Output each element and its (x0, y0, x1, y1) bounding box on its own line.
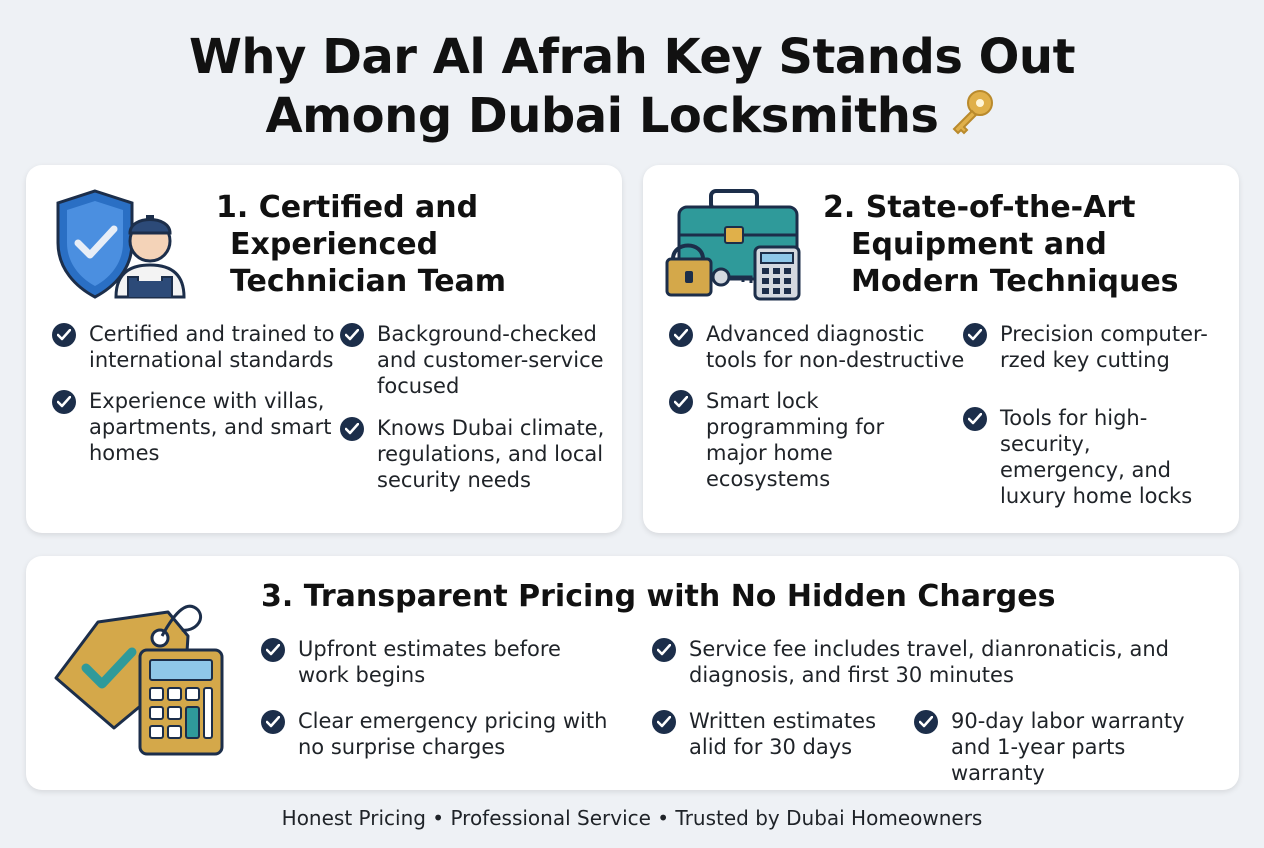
page-title: Why Dar Al Afrah Key Stands Out Among Du… (0, 28, 1264, 151)
list-item: Upfront estimates before work begins (261, 636, 591, 688)
shield-technician-icon (50, 185, 200, 309)
footer-tagline: Honest Pricing • Professional Service • … (281, 806, 983, 830)
list-item: Experience with villas, apartments, and … (52, 388, 342, 466)
check-icon (261, 638, 285, 662)
check-icon (914, 710, 938, 734)
list-item: Written estimates alid for 30 days (652, 708, 902, 760)
card-pricing: 3. Transparent Pricing with No Hidden Ch… (26, 556, 1239, 790)
list-item: Service fee includes travel, dianronatic… (652, 636, 1192, 688)
check-icon (52, 390, 76, 414)
card-title: 3. Transparent Pricing with No Hidden Ch… (261, 579, 1056, 614)
card-equipment: 2. State-of-the-Art Equipment and Modern… (643, 165, 1239, 533)
list-item: 90-day labor warranty and 1-year parts w… (914, 708, 1224, 786)
card-certified-team: 1. Certified and Experienced Technician … (26, 165, 622, 533)
card-title: 2. State-of-the-Art Equipment and Modern… (823, 190, 1179, 299)
list-item: Clear emergency pricing with no surprise… (261, 708, 631, 760)
list-item: Knows Dubai climate, regulations, and lo… (340, 415, 610, 493)
check-icon (261, 710, 285, 734)
check-icon (963, 407, 987, 431)
check-icon (340, 323, 364, 347)
check-icon (669, 390, 693, 414)
check-icon (669, 323, 693, 347)
check-icon (652, 710, 676, 734)
card-title: 1. Certified and Experienced Technician … (216, 190, 507, 299)
price-tag-calculator-icon (50, 580, 230, 764)
list-item: Background-checked and customer-service … (340, 321, 610, 399)
key-icon (946, 86, 998, 151)
list-item: Certified and trained to international s… (52, 321, 342, 373)
title-line-1: Why Dar Al Afrah Key Stands Out (188, 29, 1076, 85)
toolbox-lock-icon (663, 185, 813, 309)
list-item: Precision computer-rzed key cutting (963, 321, 1225, 373)
check-icon (652, 638, 676, 662)
list-item: Tools for high-security, emergency, and … (963, 405, 1203, 509)
check-icon (963, 323, 987, 347)
check-icon (340, 417, 364, 441)
list-item: Smart lock programming for major home ec… (669, 388, 909, 492)
list-item: Advanced diagnostic tools for non-destru… (669, 321, 969, 373)
check-icon (52, 323, 76, 347)
title-line-2: Among Dubai Locksmiths (0, 86, 1264, 151)
